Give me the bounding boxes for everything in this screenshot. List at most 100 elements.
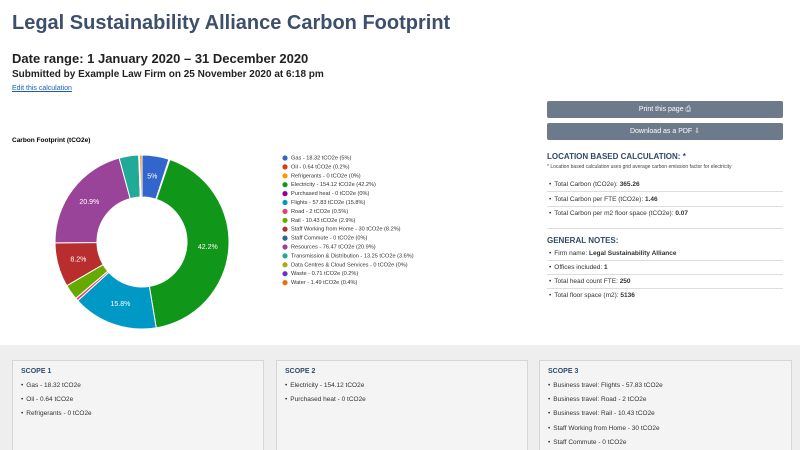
info-item: • Total floor space (m2): 5136 — [549, 292, 635, 299]
legend-label: Waste - 0.71 tCO2e (0.2%) — [291, 271, 358, 277]
legend-swatch — [282, 262, 288, 268]
item-text: Staff Commute - 0 tCO2e — [553, 438, 627, 446]
footnote: * Location based calculation uses grid a… — [547, 164, 732, 170]
item-label: Total Carbon (tCO2e): — [554, 181, 618, 188]
item-label: Total Carbon per FTE (tCO2e): — [554, 195, 644, 203]
divider — [547, 260, 783, 261]
legend-swatch — [282, 253, 288, 259]
info-item: • Firm name: Legal Sustainability Allianc… — [549, 250, 677, 257]
info-item: • Total Carbon per m2 floor space (tCO2e)… — [549, 210, 688, 217]
chart: Carbon Footprint (tCO2e) 5% 42.2% 15.8% 8.2… — [12, 137, 414, 330]
legend-label: Road - 2 tCO2e (0.5%) — [291, 209, 348, 215]
bullet: • — [548, 382, 551, 389]
item-value: 5136 — [620, 292, 635, 299]
legend-swatch — [282, 199, 288, 206]
item-label: Offices included: — [554, 264, 603, 271]
item-text: Oil - 0.64 tCO2e — [26, 396, 74, 404]
scope-item: • Refrigerants - 0 tCO2e — [21, 410, 92, 417]
edit-link[interactable]: Edit this calculation — [12, 85, 72, 92]
firm: Example Law Firm — [78, 69, 166, 80]
slice-label: 15.8% — [110, 301, 130, 308]
info-item: • Offices included: 1 — [549, 264, 608, 271]
date: 25 November 2020 at 6:18 pm — [183, 69, 324, 80]
scope-title: SCOPE 3 — [548, 368, 579, 375]
legend-label: Staff Working from Home - 30 tCO2e (8.2%… — [291, 227, 401, 233]
bullet: • — [548, 438, 551, 446]
legend-swatch — [282, 271, 288, 277]
bullet: • — [21, 382, 24, 389]
bullet: • — [548, 410, 551, 418]
divider — [547, 191, 783, 192]
item-label: Total Carbon per m2 floor space (tCO2e): — [554, 210, 674, 217]
scope-item: • Purchased heat - 0 tCO2e — [285, 396, 366, 403]
item-value: 0.07 — [675, 210, 688, 217]
item-text: Gas - 18.32 tCO2e — [26, 382, 81, 389]
item-text: Business travel: Road - 2 tCO2e — [553, 396, 647, 404]
scope-item: • Staff Commute - 0 tCO2e — [548, 439, 627, 446]
label: Download as a PDF — [629, 128, 693, 135]
slice-label: 20.9% — [79, 199, 99, 206]
slice-label: 5% — [147, 174, 157, 181]
scope-box: SCOPE 2 • Electricity - 154.12 tCO2e • Purch… — [276, 360, 528, 450]
divider — [547, 205, 783, 207]
item-value: 1 — [604, 264, 608, 271]
legend-label: Rail - 10.43 tCO2e (2.9%) — [291, 218, 355, 224]
slice-label: 42.2% — [198, 244, 218, 251]
chart-title: Carbon Footprint (tCO2e) — [12, 137, 90, 144]
item-text: Refrigerants - 0 tCO2e — [26, 410, 92, 418]
submitted-line: Submitted by Example Law Firm on 25 Nove… — [12, 69, 324, 80]
scope-item: • Oil - 0.64 tCO2e — [21, 396, 73, 403]
legend-swatch — [282, 164, 288, 170]
bullet: • — [549, 210, 552, 217]
legend-label: Staff Commute - 0 tCO2e (0%) — [291, 236, 368, 242]
divider — [547, 288, 783, 289]
text: on — [168, 69, 181, 80]
bullet: • — [549, 195, 552, 203]
bullet: • — [548, 396, 551, 404]
legend-label: Refrigerants - 0 tCO2e (0%) — [291, 173, 361, 179]
section-heading: LOCATION BASED CALCULATION: * — [547, 152, 686, 161]
bullet: • — [549, 181, 552, 188]
legend-swatch — [282, 208, 288, 214]
legend-label: Electricity - 154.12 tCO2e (42.2%) — [291, 182, 376, 188]
item-label: Total floor space (m2): — [554, 292, 619, 299]
bullet: • — [549, 292, 552, 299]
date-range: Date range: 1 January 2020 – 31 December… — [12, 51, 309, 66]
bullet: • — [548, 424, 551, 432]
legend-swatch — [282, 226, 288, 232]
legend-label: Purchased heat - 0 tCO2e (0%) — [291, 191, 369, 197]
bullet: • — [549, 250, 552, 257]
print-button[interactable]: Print this page ⎙ — [547, 101, 783, 118]
legend-swatch — [282, 217, 288, 223]
bullet: • — [285, 396, 288, 404]
legend-swatch — [282, 173, 288, 179]
scope-title: SCOPE 2 — [285, 368, 316, 375]
info-item: • Total head count FTE: 250 — [549, 278, 631, 285]
legend-label: Water - 1.49 tCO2e (0.4%) — [291, 280, 357, 286]
legend-label: Transmission & Distribution - 13.25 tCO2… — [291, 253, 414, 259]
donut-slice — [139, 154, 143, 198]
legend-swatch — [282, 244, 288, 250]
legend-swatch — [282, 182, 288, 188]
item-value: 1.46 — [644, 195, 658, 203]
bullet: • — [549, 264, 552, 271]
legend-label: Gas - 18.32 tCO2e (5%) — [291, 155, 351, 161]
legend-swatch — [282, 191, 288, 197]
item-value: Legal Sustainability Alliance — [588, 250, 677, 257]
info-item: • Total Carbon per FTE (tCO2e): 1.46 — [549, 196, 658, 203]
scope-item: • Business travel: Road - 2 tCO2e — [548, 396, 647, 403]
scope-title: SCOPE 1 — [21, 368, 52, 375]
info-item: • Total Carbon (tCO2e): 365.26 — [549, 181, 640, 188]
item-value: 365.26 — [619, 181, 640, 188]
item-text: Electricity - 154.12 tCO2e — [290, 382, 365, 389]
item-text: Staff Working from Home - 30 tCO2e — [553, 424, 660, 432]
scope-item: • Electricity - 154.12 tCO2e — [285, 382, 364, 389]
pdf-button[interactable]: Download as a PDF ⇩ — [547, 123, 783, 140]
bullet: • — [549, 278, 552, 285]
legend-swatch — [282, 280, 288, 286]
scope-box: SCOPE 3 • Business travel: Flights - 57.83… — [539, 360, 792, 450]
item-text: Business travel: Rail - 10.43 tCO2e — [553, 410, 655, 418]
bullet: • — [21, 410, 24, 418]
slice-label: 8.2% — [70, 256, 86, 263]
scope-item: • Business travel: Flights - 57.83 tCO2e — [548, 382, 663, 389]
